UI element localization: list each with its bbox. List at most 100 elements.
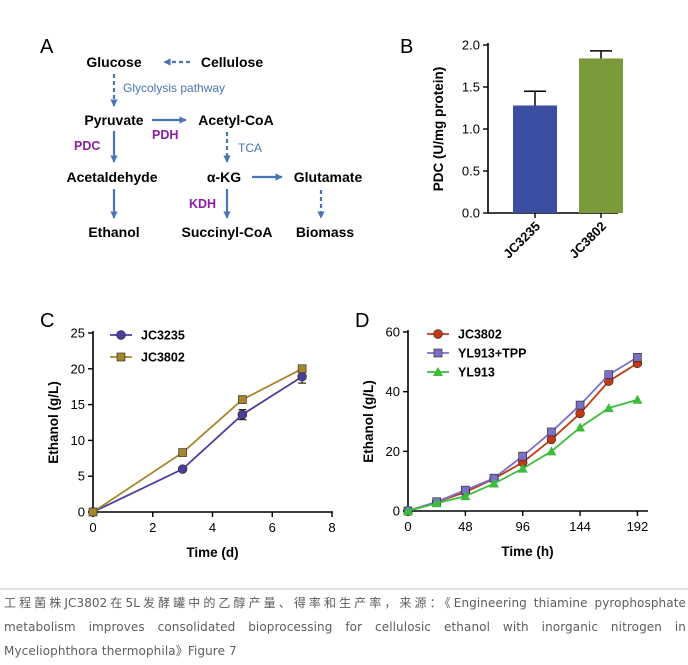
x-tick-label: 144 [569,519,591,534]
series-line [407,362,638,512]
panel-label-b: B [400,36,413,58]
chart-ethanol-hours: 0 20 40 60 0 48 96 144 192 Time (h) Ethanol (g/L) J… [361,325,648,560]
data-point [546,446,557,456]
node-succinyl-coa: Succinyl-CoA [181,224,272,240]
node-akg: α-KG [207,169,241,185]
data-point [431,498,442,508]
data-point [403,506,413,515]
label-kdh: KDH [189,197,216,211]
data-point [178,448,187,457]
series-jc3802 [88,364,307,517]
data-point [297,364,307,374]
legend-marker [433,329,443,339]
chart-ethanol-days: 0 5 10 15 20 25 0 2 4 6 8 Time (d) Ethanol (g/L) JC32… [46,326,336,561]
y-tick-label: 2.0 [462,38,480,53]
legend-marker [116,330,126,340]
series-jc3802 [403,358,643,516]
x-tick-label: JC3802 [566,219,609,262]
data-point [604,370,614,379]
data-point [547,427,556,437]
node-cellulose: Cellulose [201,54,263,70]
figure-caption: 工程菌株JC3802在5L发酵罐中的乙醇产量、得率和生产率，来源：《Engine… [4,591,686,663]
y-tick-label: 1.5 [462,80,480,95]
node-pyruvate: Pyruvate [84,112,143,128]
data-point [460,491,471,501]
y-axis-title: Ethanol (g/L) [46,381,61,463]
panel-label-c: C [40,310,54,332]
x-tick-label: 4 [209,520,216,535]
caption-divider [0,588,688,590]
series-jc3235 [88,369,307,517]
x-tick-label: 96 [515,519,529,534]
node-acetyl-coa: Acetyl-CoA [198,112,273,128]
data-point [238,395,247,404]
y-tick-label: 1.0 [462,122,480,137]
data-point [632,394,643,404]
data-point [518,451,528,461]
pathway-diagram: A Glucose Cellulose Pyruvate Acetyl-CoA … [40,36,362,240]
y-axis-title: PDC (U/mg protein) [431,67,446,192]
x-axis-title: Time (h) [501,544,553,559]
data-point [237,409,248,420]
data-point [603,403,614,413]
y-tick-label: 5 [78,469,85,484]
y-tick-label: 10 [71,433,85,448]
x-tick-label: 8 [328,520,335,535]
legend-marker [433,348,443,358]
bar-jc3235 [513,105,557,213]
figure: A Glucose Cellulose Pyruvate Acetyl-CoA … [40,36,649,561]
series-yl913 [403,394,643,515]
caption-line-2: metabolism improves consolidated bioproc… [4,620,686,634]
legend-marker [116,352,126,362]
series-line [407,356,638,512]
legend-label: JC3235 [141,329,185,343]
node-glutamate: Glutamate [294,169,363,185]
data-point [575,400,585,410]
node-acetaldehyde: Acetaldehyde [66,169,157,185]
x-tick-label: 0 [89,520,96,535]
legend-marker [433,367,443,376]
y-tick-label: 15 [71,397,85,412]
node-glucose: Glucose [86,54,141,70]
x-axis-title: Time (d) [186,545,238,560]
chart-pdc-activity: 0.0 0.5 1.0 1.5 2.0 PDC (U/mg protein) JC3235 J… [431,38,623,262]
label-glycolysis-pathway: Glycolysis pathway [123,81,225,95]
node-biomass: Biomass [296,224,355,240]
y-tick-label: 0.5 [462,164,480,179]
label-tca: TCA [238,141,262,155]
legend-label: YL913 [458,366,495,380]
data-point [517,463,528,473]
caption-line-3: Myceliophthora thermophila》Figure 7 [4,644,237,658]
y-tick-label: 0 [78,505,85,520]
x-tick-label: 48 [458,519,472,534]
panel-label-a: A [40,36,54,58]
series-line [92,367,303,513]
data-point [633,353,642,362]
x-tick-label: 0 [404,519,411,534]
label-pdh: PDH [152,128,178,142]
series-yl913-tpp [403,353,642,516]
series-line [92,375,303,513]
y-tick-label: 0.0 [462,206,480,221]
data-point [575,408,585,419]
legend-label: JC3802 [458,328,502,342]
data-point [489,478,500,488]
x-tick-label: 2 [149,520,156,535]
legend: JC3802 YL913+TPP YL913 [427,328,526,380]
y-tick-label: 60 [386,325,400,340]
figure-canvas: A Glucose Cellulose Pyruvate Acetyl-CoA … [40,36,648,561]
x-tick-label: 6 [269,520,276,535]
x-tick-label: 192 [627,519,649,534]
y-axis-title: Ethanol (g/L) [361,380,376,462]
label-pdc: PDC [74,139,100,153]
caption-line-1: 工程菌株JC3802在5L发酵罐中的乙醇产量、得率和生产率，来源：《Engine… [4,596,686,610]
y-tick-label: 25 [71,326,85,341]
node-ethanol: Ethanol [88,224,139,240]
data-point [546,434,557,445]
panel-label-d: D [355,310,369,332]
y-tick-label: 0 [393,504,400,519]
x-tick-label: JC3235 [500,219,543,262]
y-tick-label: 40 [386,384,400,399]
y-tick-label: 20 [386,444,400,459]
data-point [297,371,307,382]
